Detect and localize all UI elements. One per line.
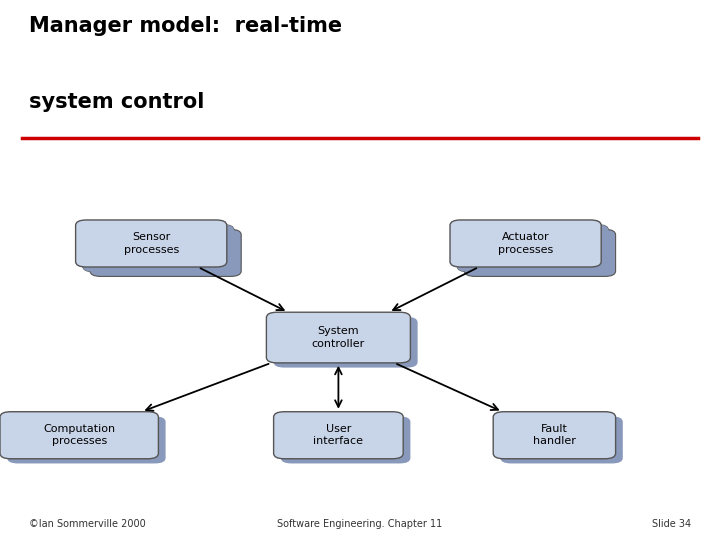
FancyBboxPatch shape — [7, 416, 166, 463]
FancyBboxPatch shape — [266, 312, 410, 363]
FancyBboxPatch shape — [83, 225, 234, 272]
Text: system control: system control — [29, 92, 204, 112]
FancyBboxPatch shape — [0, 411, 158, 459]
FancyBboxPatch shape — [274, 411, 403, 459]
FancyBboxPatch shape — [457, 225, 608, 272]
Text: Slide 34: Slide 34 — [652, 519, 691, 529]
Text: User
interface: User interface — [313, 424, 364, 447]
FancyBboxPatch shape — [274, 317, 418, 368]
Text: ©Ian Sommerville 2000: ©Ian Sommerville 2000 — [29, 519, 145, 529]
Text: Actuator
processes: Actuator processes — [498, 232, 553, 255]
FancyBboxPatch shape — [83, 225, 234, 272]
Text: Sensor
processes: Sensor processes — [124, 232, 179, 255]
FancyBboxPatch shape — [76, 220, 227, 267]
FancyBboxPatch shape — [493, 411, 616, 459]
FancyBboxPatch shape — [457, 225, 608, 272]
FancyBboxPatch shape — [281, 416, 410, 463]
FancyBboxPatch shape — [464, 230, 616, 276]
Text: System
controller: System controller — [312, 326, 365, 349]
FancyBboxPatch shape — [90, 230, 241, 276]
Text: Software Engineering. Chapter 11: Software Engineering. Chapter 11 — [277, 519, 443, 529]
Text: Manager model:  real-time: Manager model: real-time — [29, 16, 342, 36]
Text: Fault
handler: Fault handler — [533, 424, 576, 447]
FancyBboxPatch shape — [450, 220, 601, 267]
Text: Computation
processes: Computation processes — [43, 424, 115, 447]
FancyBboxPatch shape — [500, 416, 623, 463]
